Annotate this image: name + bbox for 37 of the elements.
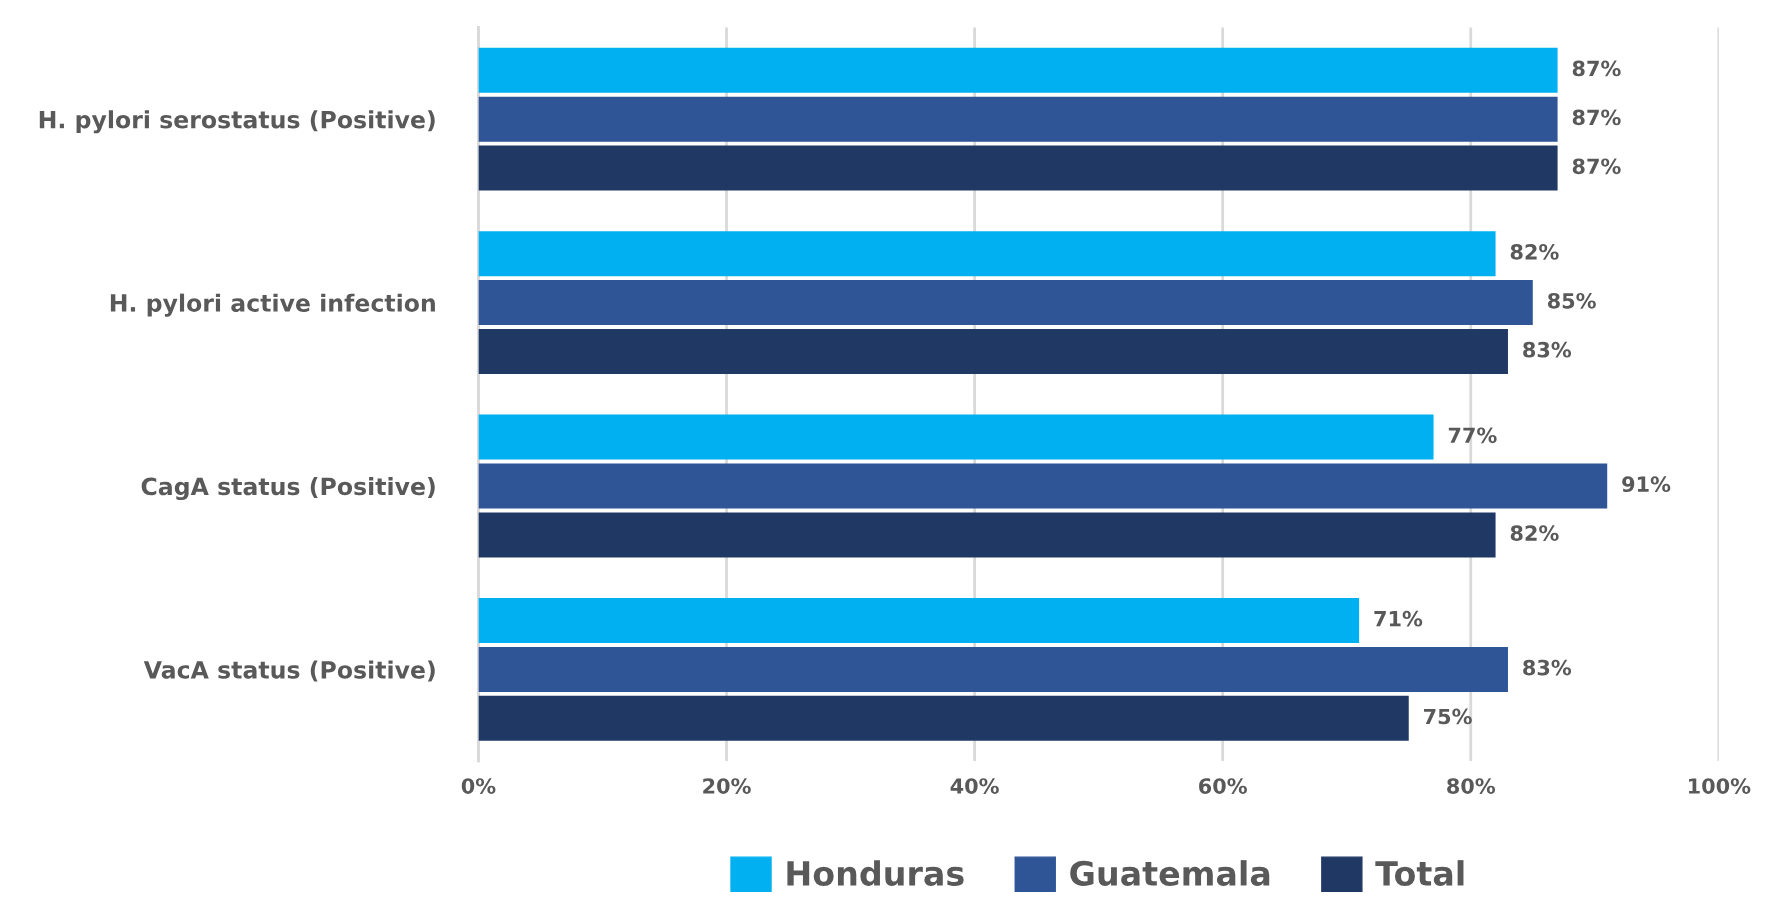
y-tick-label: CagA status (Positive) — [141, 477, 435, 501]
bar — [478, 96, 1558, 142]
data-label: 87% — [1572, 109, 1621, 126]
x-tick-label: 60% — [1199, 778, 1247, 794]
bar — [478, 329, 1508, 375]
x-tick-label: 80% — [1447, 778, 1496, 794]
data-label: 77% — [1448, 427, 1497, 444]
data-label: 75% — [1424, 708, 1472, 725]
data-label: 82% — [1510, 243, 1559, 260]
bar — [478, 280, 1533, 326]
x-tick-label: 40% — [950, 778, 999, 794]
bar — [478, 414, 1434, 460]
x-tick-label: 20% — [703, 778, 751, 794]
bar — [478, 463, 1608, 509]
bar — [478, 598, 1360, 643]
data-label: 85% — [1547, 292, 1596, 309]
legend-label: Guatemala — [1070, 860, 1270, 886]
legend-label: Total — [1375, 860, 1464, 886]
bar — [478, 646, 1508, 692]
data-label: 83% — [1523, 341, 1572, 358]
data-label: 91% — [1622, 476, 1671, 493]
bar — [478, 231, 1496, 277]
data-label: 87% — [1572, 60, 1621, 77]
legend-label: Honduras — [787, 860, 964, 886]
y-tick-label: H. pylori serostatus (Positive) — [39, 110, 435, 134]
data-label: 87% — [1572, 158, 1621, 175]
x-tick-label: 0% — [461, 778, 496, 794]
bar — [478, 695, 1409, 741]
y-tick-label: VacA status (Positive) — [143, 660, 435, 682]
bar — [478, 512, 1496, 558]
data-label: 71% — [1374, 610, 1423, 627]
y-tick-label: H. pylori active infection — [110, 293, 435, 317]
data-label: 82% — [1510, 525, 1559, 541]
x-tick-label: 100% — [1689, 778, 1751, 794]
bar — [478, 145, 1558, 191]
bar — [478, 47, 1558, 93]
data-label: 83% — [1523, 659, 1572, 676]
